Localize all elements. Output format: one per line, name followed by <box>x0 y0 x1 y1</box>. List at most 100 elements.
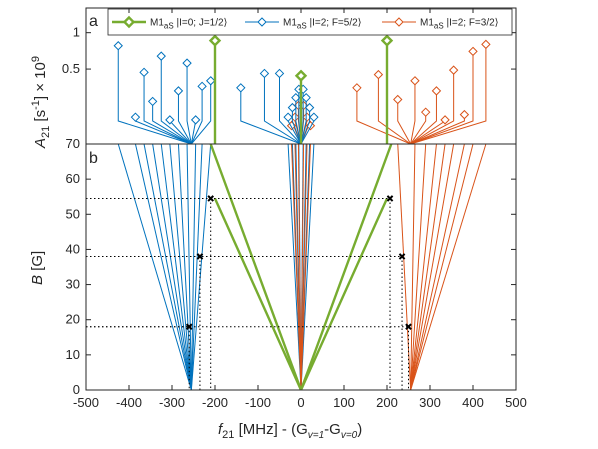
panel-a-stem-blue <box>117 45 192 145</box>
panel-b-label: b <box>89 150 98 167</box>
panel-b-line-blue <box>190 143 212 391</box>
transition-marker <box>196 253 204 260</box>
stem-diamond-marker <box>301 92 311 103</box>
xlabel-sub3: v=0 <box>341 430 358 441</box>
legend-name-sub: aS <box>164 22 174 31</box>
stem-diamond-marker <box>283 112 293 122</box>
panel-b-line-blue <box>190 143 197 391</box>
panel-b-line-green <box>209 143 303 391</box>
panel-b-line-green <box>299 197 389 391</box>
panel-a-stem-orange <box>410 51 474 145</box>
panel-a-stem-orange <box>410 80 416 145</box>
panel-b-x-tick-label: 400 <box>462 395 484 410</box>
panel-b-y-axis-label: B [G] <box>29 251 46 285</box>
stem-diamond-marker <box>448 65 459 75</box>
panel-b-x-tick-label: -400 <box>116 395 142 410</box>
stem-diamond-marker <box>294 69 308 82</box>
panel-a-y-axis-label: A21 [s-1] × 109 <box>30 56 52 149</box>
stem-diamond-marker <box>190 115 201 125</box>
panel-b-line-orange <box>397 143 412 391</box>
legend-name-rest: |I=2; F=3/2⟩ <box>444 18 499 29</box>
transition-marker <box>185 323 193 331</box>
panel-a-stem-blue <box>152 101 192 145</box>
panel-b-x-tick-label: -200 <box>202 395 228 410</box>
panel-a-ylabel-pow: 9 <box>30 56 42 62</box>
transition-marker <box>386 195 394 202</box>
panel-a-y-ticks: 10.5 <box>62 25 516 76</box>
panel-a-ylabel-sub: 21 <box>40 126 52 138</box>
stem-diamond-marker <box>309 112 319 122</box>
legend-entry-label: M1aS |I=2; F=3/2⟩ <box>420 18 499 31</box>
stem-diamond-marker <box>287 102 298 113</box>
legend-name-sub: aS <box>297 22 307 31</box>
panel-b-line-orange <box>300 143 311 391</box>
stem-diamond-marker <box>431 86 442 96</box>
panel-b-line-orange <box>294 143 302 391</box>
panel-b-x-tick-label: -500 <box>73 395 99 410</box>
panel-b: 0 10 20 30 40 50 60 70 -500 -400 -300 -200 -100 0 100 2… <box>29 8 527 441</box>
xlabel-rest: [MHz] - (G <box>234 421 307 438</box>
stem-diamond-marker <box>147 96 158 107</box>
panel-b-y-tick-label: 0 <box>73 382 80 397</box>
panel-b-line-blue <box>160 143 192 391</box>
panel-b-y-tick-label: 50 <box>66 206 80 221</box>
stem-diamond-marker <box>420 107 431 117</box>
stem-diamond-marker <box>481 39 491 50</box>
panel-b-line-blue <box>177 143 192 391</box>
panel-a-ylabel-unit-sup: -1 <box>30 100 42 110</box>
panel-b-line-blue <box>190 143 203 391</box>
stem-diamond-marker <box>305 121 316 131</box>
legend-name-rest: |I=0; J=1/2⟩ <box>174 18 228 29</box>
panel-a-stem-blue <box>279 73 302 145</box>
legend-name-main: M1 <box>283 18 297 29</box>
legend-name-main: M1 <box>420 18 434 29</box>
panel-b-line-orange <box>410 143 416 391</box>
panel-a-stem-blue <box>160 56 192 145</box>
panel-b-line-orange <box>300 143 305 391</box>
legend-name-sub: aS <box>434 22 444 31</box>
panel-a-stem-blue <box>190 86 203 145</box>
panel-b-x-tick-label: -300 <box>159 395 185 410</box>
stem-diamond-marker <box>165 115 175 125</box>
panel-a-stem-blue <box>263 73 302 145</box>
stem-diamond-marker <box>393 94 403 105</box>
panel-b-y-tick-label: 20 <box>66 312 80 327</box>
panel-b-line-blue <box>186 143 192 391</box>
panel-b-x-tick-label: 100 <box>333 395 355 410</box>
panel-a: 10.5 a A21 [s-1] × 109 M1aS |I=0; J=1/2⟩… <box>30 7 517 149</box>
stem-diamond-marker <box>394 17 404 27</box>
panel-a-ylabel-main: A <box>32 138 49 149</box>
stem-diamond-marker <box>286 121 297 131</box>
panel-b-axes-frame <box>85 143 517 391</box>
stem-diamond-marker <box>468 46 478 57</box>
stem-diamond-marker <box>182 58 192 68</box>
panel-b-x-tick-label: 300 <box>419 395 441 410</box>
legend-entry-label: M1aS |I=0; J=1/2⟩ <box>150 18 228 31</box>
stem-diamond-marker <box>259 68 270 79</box>
panel-b-line-blue <box>169 143 192 391</box>
panel-b-x-tick-label: 200 <box>376 395 398 410</box>
stem-diamond-marker <box>197 81 207 92</box>
transition-marker <box>398 253 406 260</box>
panel-b-x-tick-label: 500 <box>505 395 527 410</box>
panel-b-line-blue <box>143 143 192 391</box>
stem-diamond-marker <box>352 83 362 93</box>
legend-box <box>107 8 513 36</box>
panel-a-label: a <box>89 13 98 30</box>
legend: M1aS |I=0; J=1/2⟩ M1aS |I=2; F=5/2⟩ M1aS |… <box>107 8 513 36</box>
panel-b-y-tick-label: 10 <box>66 347 80 362</box>
panel-b-line-green <box>299 143 393 391</box>
panel-b-line-orange <box>410 143 465 391</box>
panel-a-stem-blue <box>177 90 192 145</box>
panel-b-line-orange <box>297 143 302 391</box>
panel-a-stem-blue <box>143 72 192 145</box>
panel-b-y-tick-label: 70 <box>66 136 80 151</box>
panel-b-line-orange <box>410 143 437 391</box>
stem-diamond-marker <box>380 34 394 47</box>
panel-a-stem-orange <box>356 87 411 145</box>
panel-b-line-blue <box>152 143 192 391</box>
panel-b-line-orange <box>410 143 487 391</box>
xlabel-mid: -G <box>324 421 341 438</box>
panel-a-stem-orange <box>410 70 455 145</box>
stem-diamond-marker <box>156 51 166 61</box>
